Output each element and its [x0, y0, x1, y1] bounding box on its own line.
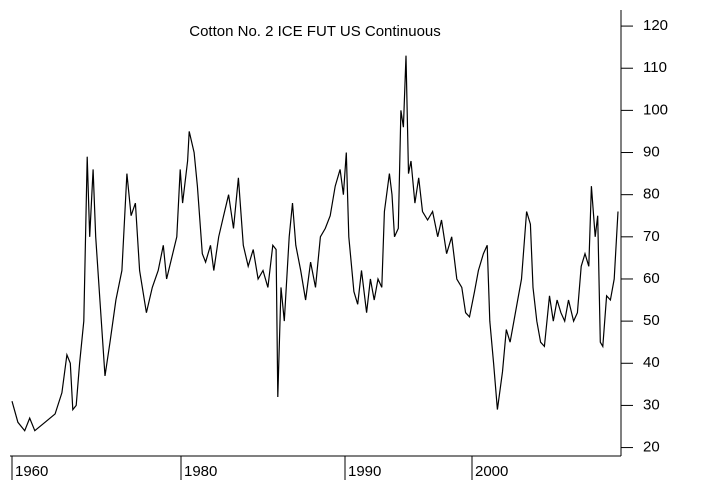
- y-tick-label: 70: [643, 228, 660, 245]
- y-tick-label: 110: [643, 59, 667, 76]
- y-tick-label: 40: [643, 354, 660, 371]
- plot-layer: 20 30 40 50 60 70 80 90 100 110 120 1960 1980 1990 200…: [10, 10, 668, 480]
- y-tick-label: 20: [643, 439, 660, 456]
- y-tick-label: 80: [643, 186, 660, 203]
- x-tick-label: 2000: [475, 463, 508, 480]
- price-line: [11, 55, 619, 432]
- y-tick-label: 60: [643, 270, 660, 287]
- x-tick-label: 1990: [348, 463, 381, 480]
- x-tick-label: 1980: [184, 463, 217, 480]
- y-tick-label: 90: [643, 143, 660, 160]
- y-tick-label: 50: [643, 312, 660, 329]
- y-tick-label: 30: [643, 396, 660, 413]
- chart-title: Cotton No. 2 ICE FUT US Continuous: [189, 23, 441, 40]
- y-tick-label: 100: [643, 101, 668, 118]
- x-tick-label: 1960: [15, 463, 48, 480]
- y-tick-label: 120: [643, 17, 668, 34]
